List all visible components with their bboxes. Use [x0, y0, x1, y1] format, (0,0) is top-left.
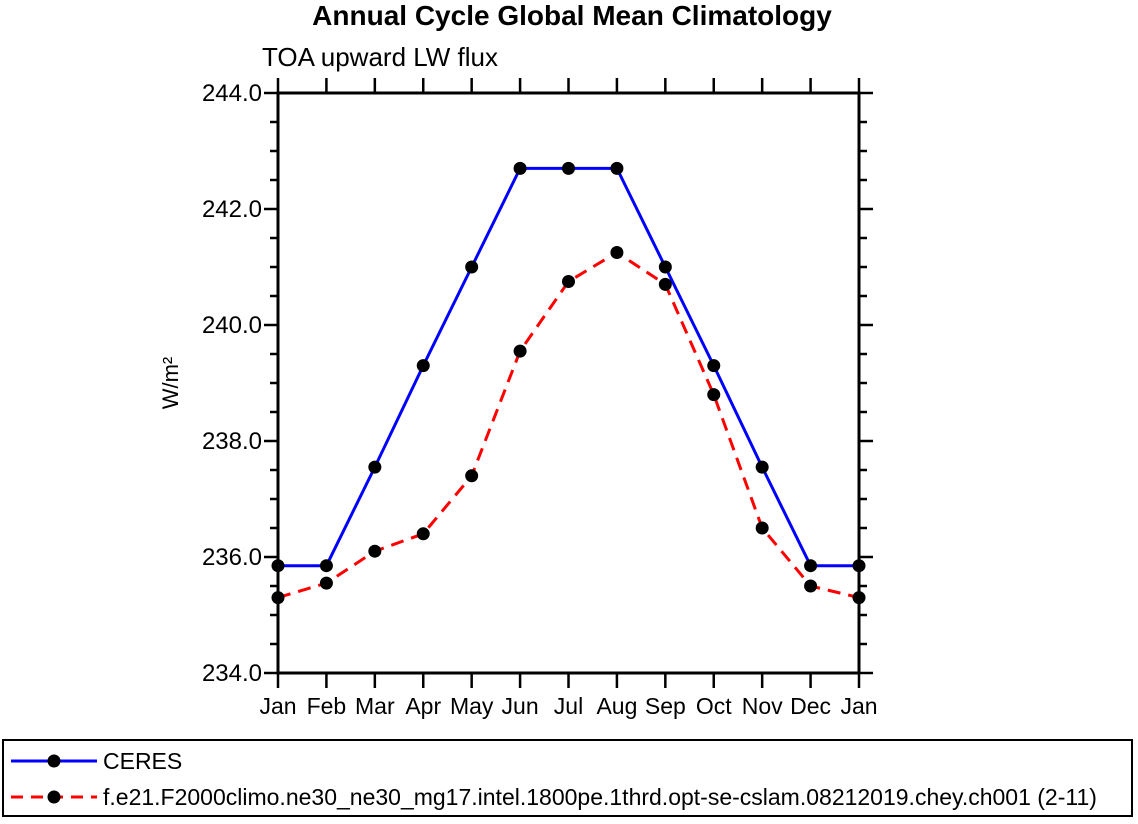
legend-line-sample-model — [11, 790, 97, 804]
svg-text:238.0: 238.0 — [202, 428, 262, 455]
plot-area: 234.0 236.0 238.0 240.0 242.0 244.0 Jan Feb Mar A… — [202, 78, 878, 719]
series-line-0 — [278, 166, 859, 568]
svg-text:242.0: 242.0 — [202, 196, 262, 223]
legend-line-sample-ceres — [11, 754, 97, 768]
legend-label-model: f.e21.F2000climo.ne30_ne30_mg17.intel.18… — [103, 783, 1097, 810]
svg-text:Jan: Jan — [840, 693, 877, 719]
svg-text:240.0: 240.0 — [202, 312, 262, 339]
svg-text:Oct: Oct — [696, 693, 732, 719]
svg-text:Jun: Jun — [502, 693, 539, 719]
svg-text:Dec: Dec — [790, 693, 831, 719]
svg-text:Mar: Mar — [355, 693, 395, 719]
legend-item-model: f.e21.F2000climo.ne30_ne30_mg17.intel.18… — [9, 779, 1131, 815]
x-tick-labels: Jan Feb Mar Apr May Jun Jul Aug Sep Oct Nov Dec Jan — [259, 693, 877, 719]
svg-text:Feb: Feb — [307, 693, 347, 719]
svg-text:Nov: Nov — [742, 693, 783, 719]
series-markers-0 — [271, 161, 866, 573]
y-tick-labels: 234.0 236.0 238.0 240.0 242.0 244.0 — [202, 80, 262, 687]
legend-box: CERES f.e21.F2000climo.ne30_ne30_mg17.in… — [2, 739, 1133, 817]
chart-title: Annual Cycle Global Mean Climatology — [312, 0, 832, 31]
legend-label-ceres: CERES — [103, 747, 183, 774]
svg-text:Aug: Aug — [596, 693, 637, 719]
svg-text:Jul: Jul — [554, 693, 583, 719]
plot-frame — [276, 91, 861, 675]
svg-text:244.0: 244.0 — [202, 80, 262, 107]
svg-text:May: May — [450, 693, 494, 719]
series-line-1 — [277, 251, 860, 600]
chart-subtitle: TOA upward LW flux — [262, 42, 499, 72]
svg-text:234.0: 234.0 — [202, 660, 262, 687]
svg-text:Jan: Jan — [259, 693, 296, 719]
svg-text:236.0: 236.0 — [202, 544, 262, 571]
series-markers-1 — [271, 246, 866, 605]
legend-item-ceres: CERES — [9, 743, 1131, 779]
svg-text:Apr: Apr — [405, 693, 441, 719]
svg-text:Sep: Sep — [645, 693, 686, 719]
